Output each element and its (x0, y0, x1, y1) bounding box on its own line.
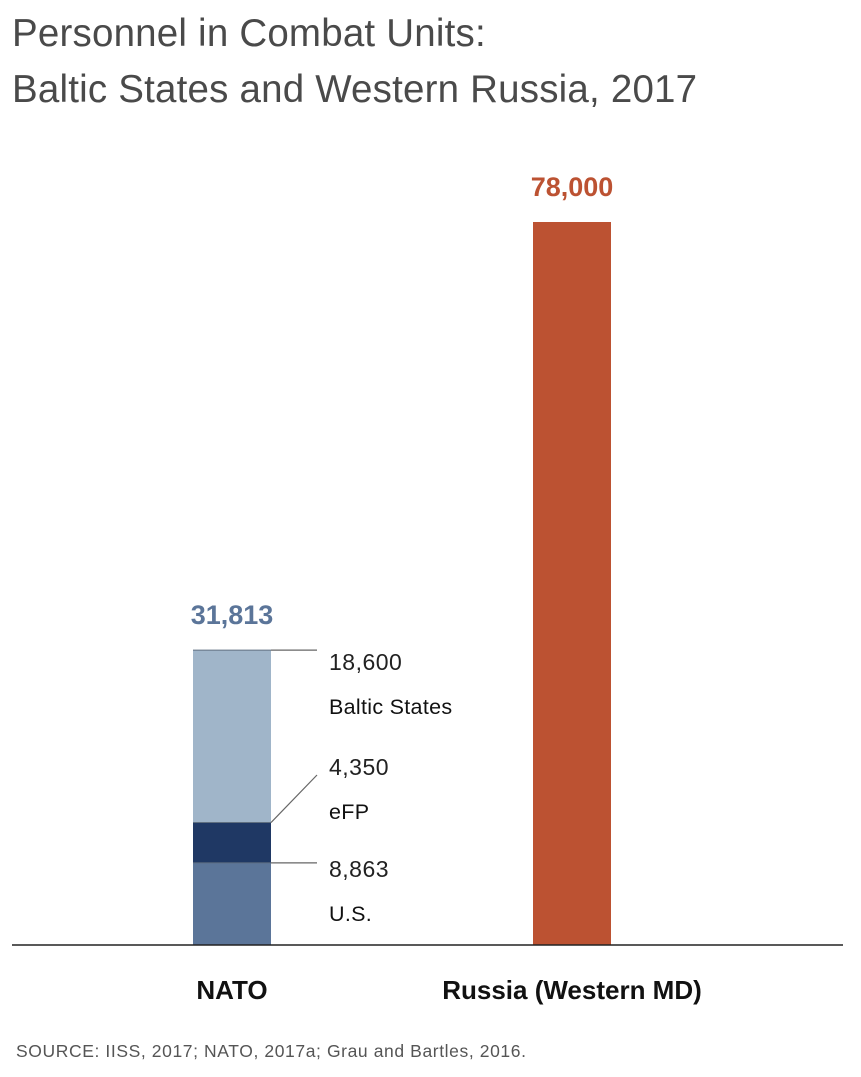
total-label-1: 78,000 (531, 172, 614, 202)
bar-nato-segment-0 (193, 862, 271, 945)
category-label-0: NATO (196, 975, 267, 1005)
segment-value-label-0: 8,863 (329, 856, 389, 882)
bars-group (193, 222, 611, 945)
bar-nato-segment-2 (193, 650, 271, 823)
data-labels-group: 31,813 78,000 8,863 U.S. 4,350 eFP 18,600 Balti… (191, 172, 614, 926)
segment-leader-lines (193, 649, 318, 864)
segment-name-label-2: Baltic States (329, 695, 452, 719)
source-note: SOURCE: IISS, 2017; NATO, 2017a; Grau an… (16, 1041, 527, 1061)
bar-chart: 31,813 78,000 8,863 U.S. 4,350 eFP 18,600 Balti… (12, 172, 843, 1005)
category-label-1: Russia (Western MD) (442, 975, 702, 1005)
total-label-0: 31,813 (191, 600, 274, 630)
segment-name-label-1: eFP (329, 800, 369, 824)
chart-title: Personnel in Combat Units: Baltic States… (12, 6, 852, 118)
chart-title-line-1: Personnel in Combat Units: (12, 12, 486, 55)
bar-russia-western-md-segment-3 (533, 222, 611, 945)
bar-nato-segment-1 (193, 822, 271, 863)
category-labels-group: NATO Russia (Western MD) (196, 975, 701, 1005)
chart-title-line-2: Baltic States and Western Russia, 2017 (12, 68, 698, 111)
leader-line-1 (270, 774, 318, 823)
segment-name-label-0: U.S. (329, 902, 372, 926)
segment-value-label-2: 18,600 (329, 649, 402, 675)
segment-value-label-1: 4,350 (329, 754, 389, 780)
